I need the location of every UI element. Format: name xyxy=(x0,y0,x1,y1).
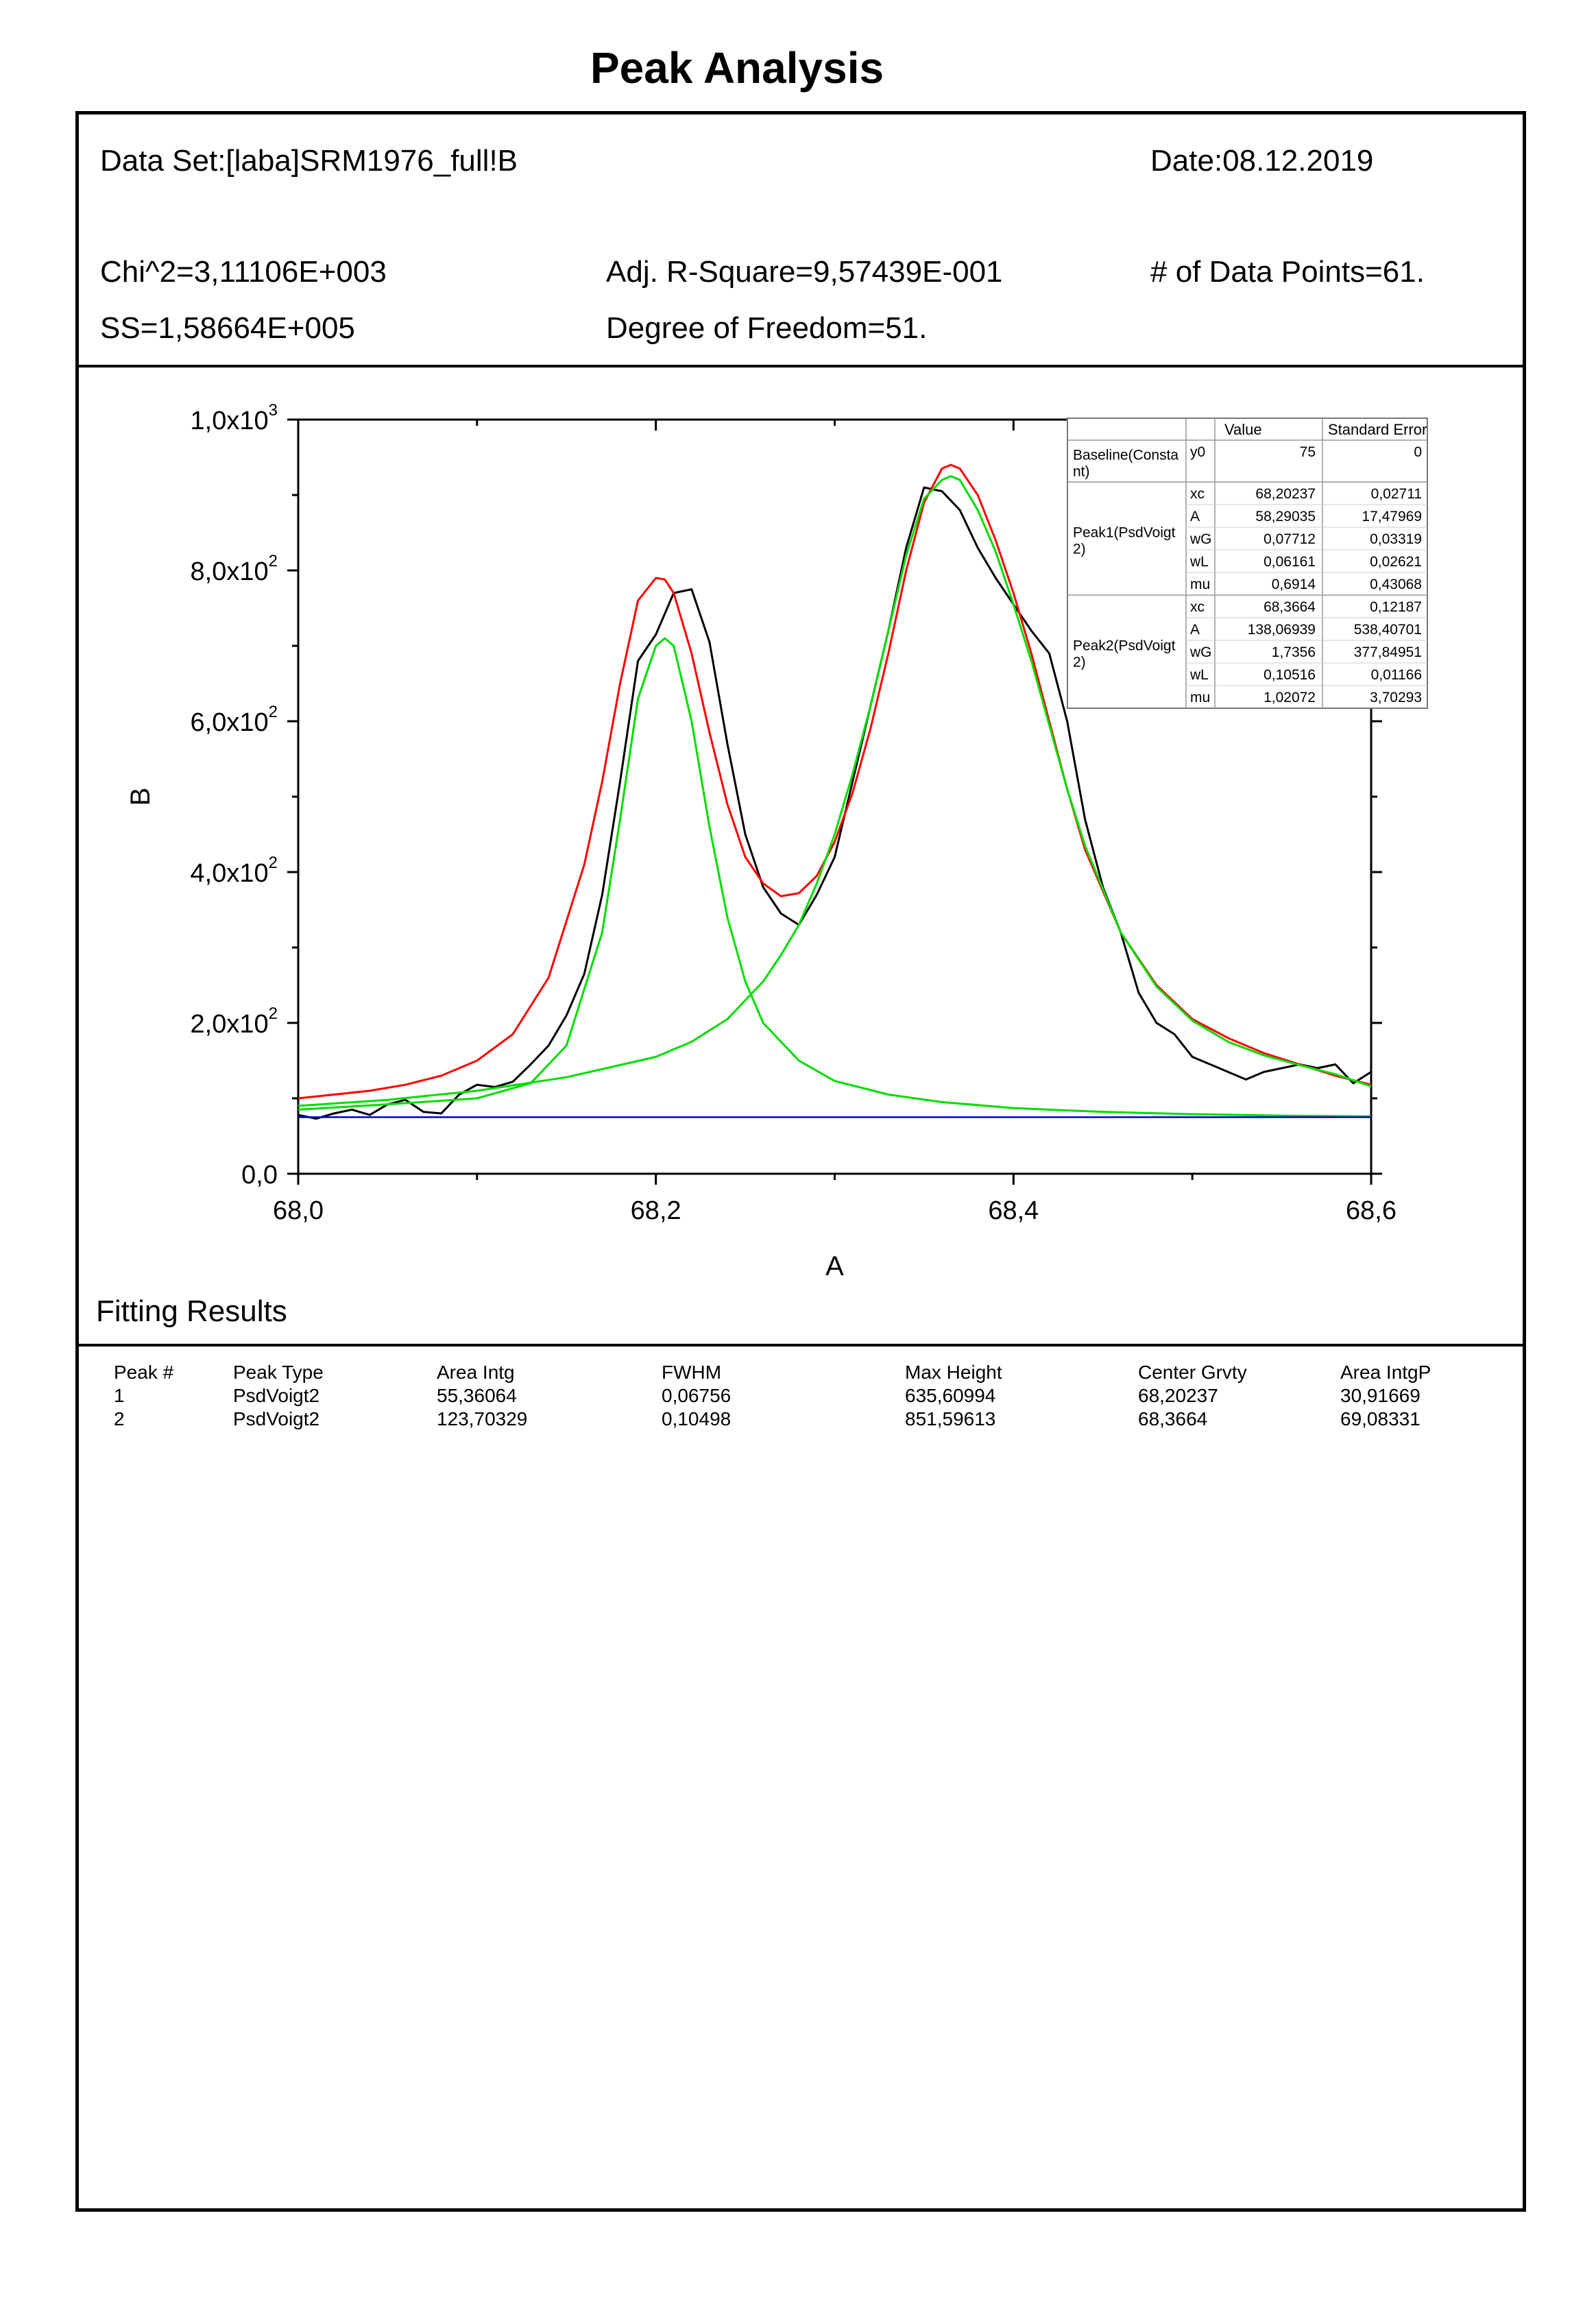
y-axis-label: B xyxy=(125,788,156,806)
x-tick-label: 68,4 xyxy=(988,1196,1039,1225)
results-cell: 635,60994 xyxy=(905,1385,996,1406)
results-cell: PsdVoigt2 xyxy=(233,1385,320,1406)
results-cell: 30,91669 xyxy=(1340,1385,1420,1406)
results-cell: PsdVoigt2 xyxy=(233,1408,320,1429)
results-cell: 0,10498 xyxy=(662,1408,732,1429)
params-stderr: 0,01166 xyxy=(1371,667,1422,683)
params-name: wL xyxy=(1189,554,1209,570)
x-axis-label: A xyxy=(825,1251,844,1281)
params-group-name: Peak2(PsdVoigt xyxy=(1073,638,1176,654)
params-value: 0,10516 xyxy=(1264,667,1316,683)
params-value: 58,29035 xyxy=(1255,509,1316,524)
y-tick-exponent: 2 xyxy=(269,552,278,570)
params-name: xc xyxy=(1190,486,1205,502)
params-stderr: 3,70293 xyxy=(1370,690,1422,705)
x-tick-label: 68,6 xyxy=(1346,1196,1396,1225)
params-value: 0,07712 xyxy=(1264,531,1316,547)
params-name: xc xyxy=(1190,599,1205,615)
results-cell: 123,70329 xyxy=(437,1408,528,1429)
params-stderr: 0,02711 xyxy=(1371,486,1422,502)
results-header-cell: Peak Type xyxy=(233,1362,324,1383)
params-table-bg xyxy=(1067,418,1428,709)
params-name: wG xyxy=(1189,531,1212,547)
params-group-name: nt) xyxy=(1073,464,1090,480)
params-group-name: 2) xyxy=(1073,542,1086,557)
results-cell: 68,3664 xyxy=(1138,1408,1208,1429)
y-tick-exponent: 2 xyxy=(269,854,278,872)
results-header-cell: Center Grvty xyxy=(1138,1362,1247,1383)
dataset-label: Data Set:[laba]SRM1976_full!B xyxy=(100,144,518,178)
params-value: 1,02072 xyxy=(1264,690,1316,705)
y-tick-exponent: 3 xyxy=(269,401,278,420)
params-group-name: Peak1(PsdVoigt xyxy=(1073,525,1176,541)
params-header-stderr: Standard Error xyxy=(1328,421,1427,438)
results-header-cell: Area Intg xyxy=(437,1362,515,1383)
chi2-label: Chi^2=3,11106E+003 xyxy=(100,255,387,289)
params-stderr: 0 xyxy=(1414,444,1422,460)
results-header-cell: FWHM xyxy=(662,1362,722,1383)
params-value: 68,3664 xyxy=(1264,599,1316,615)
peak2-fit-line xyxy=(298,475,1372,1107)
adj-r2-label: Adj. R-Square=9,57439E-001 xyxy=(606,255,1003,289)
params-stderr: 0,43068 xyxy=(1370,577,1422,592)
params-value: 138,06939 xyxy=(1248,622,1316,638)
y-tick-label: 8,0x102 xyxy=(191,552,278,586)
params-name: wG xyxy=(1189,644,1212,660)
params-value: 0,6914 xyxy=(1272,577,1316,592)
report-frame xyxy=(75,111,1526,2212)
params-stderr: 0,12187 xyxy=(1370,599,1422,615)
x-tick-label: 68,2 xyxy=(631,1196,681,1225)
results-cell: 2 xyxy=(114,1408,125,1429)
params-stderr: 538,40701 xyxy=(1354,622,1422,638)
fitting-results-title: Fitting Results xyxy=(96,1294,287,1328)
results-header-cell: Max Height xyxy=(905,1362,1002,1383)
y-tick-exponent: 2 xyxy=(269,1004,278,1023)
results-cell: 1 xyxy=(114,1385,125,1406)
params-name: wL xyxy=(1189,667,1209,683)
peak-fit-chart: 68,0 68,2 68,4 68,6 0,0 2,0x102 4,0x102 6,0x102… xyxy=(125,401,1428,1281)
y-tick-exponent: 2 xyxy=(269,703,278,721)
y-tick-label: 6,0x102 xyxy=(191,703,278,737)
params-name: A xyxy=(1190,622,1200,638)
results-cell: 55,36064 xyxy=(437,1385,517,1406)
y-tick-label: 4,0x102 xyxy=(191,854,278,888)
header-divider xyxy=(75,365,1526,367)
params-stderr: 377,84951 xyxy=(1354,644,1422,660)
ss-label: SS=1,58664E+005 xyxy=(100,311,355,345)
params-name: A xyxy=(1190,509,1200,524)
params-group-name: 2) xyxy=(1073,655,1086,671)
results-header-cell: Peak # xyxy=(114,1362,174,1383)
y-tick-label: 2,0x102 xyxy=(191,1004,278,1039)
x-tick-label: 68,0 xyxy=(273,1196,324,1225)
results-cell: 0,06756 xyxy=(662,1385,732,1406)
npoints-label: # of Data Points=61. xyxy=(1150,255,1425,289)
y-tick-label: 1,0x103 xyxy=(191,401,278,435)
results-cell: 69,08331 xyxy=(1340,1408,1420,1429)
params-header-value: Value xyxy=(1224,421,1262,438)
dof-label: Degree of Freedom=51. xyxy=(606,311,928,345)
peak1-fit-line xyxy=(298,637,1372,1118)
params-stderr: 0,02621 xyxy=(1370,554,1422,570)
params-value: 68,20237 xyxy=(1255,486,1316,502)
results-header-cell: Area IntgP xyxy=(1340,1362,1431,1383)
y-tick-label: 0,0 xyxy=(241,1161,278,1190)
params-stderr: 17,47969 xyxy=(1362,509,1422,524)
results-divider xyxy=(75,1344,1526,1347)
results-cell: 68,20237 xyxy=(1138,1385,1218,1406)
page-title: Peak Analysis xyxy=(590,43,884,93)
params-value: 75 xyxy=(1300,444,1316,460)
params-name: mu xyxy=(1190,577,1210,592)
date-label: Date:08.12.2019 xyxy=(1150,144,1374,178)
results-cell: 851,59613 xyxy=(905,1408,996,1429)
params-value: 1,7356 xyxy=(1272,644,1316,660)
params-group-name: Baseline(Consta xyxy=(1073,448,1178,463)
params-stderr: 0,03319 xyxy=(1370,531,1422,547)
params-value: 0,06161 xyxy=(1264,554,1316,570)
params-name: mu xyxy=(1190,690,1210,705)
params-name: y0 xyxy=(1190,444,1205,460)
data-series-line xyxy=(298,486,1372,1120)
